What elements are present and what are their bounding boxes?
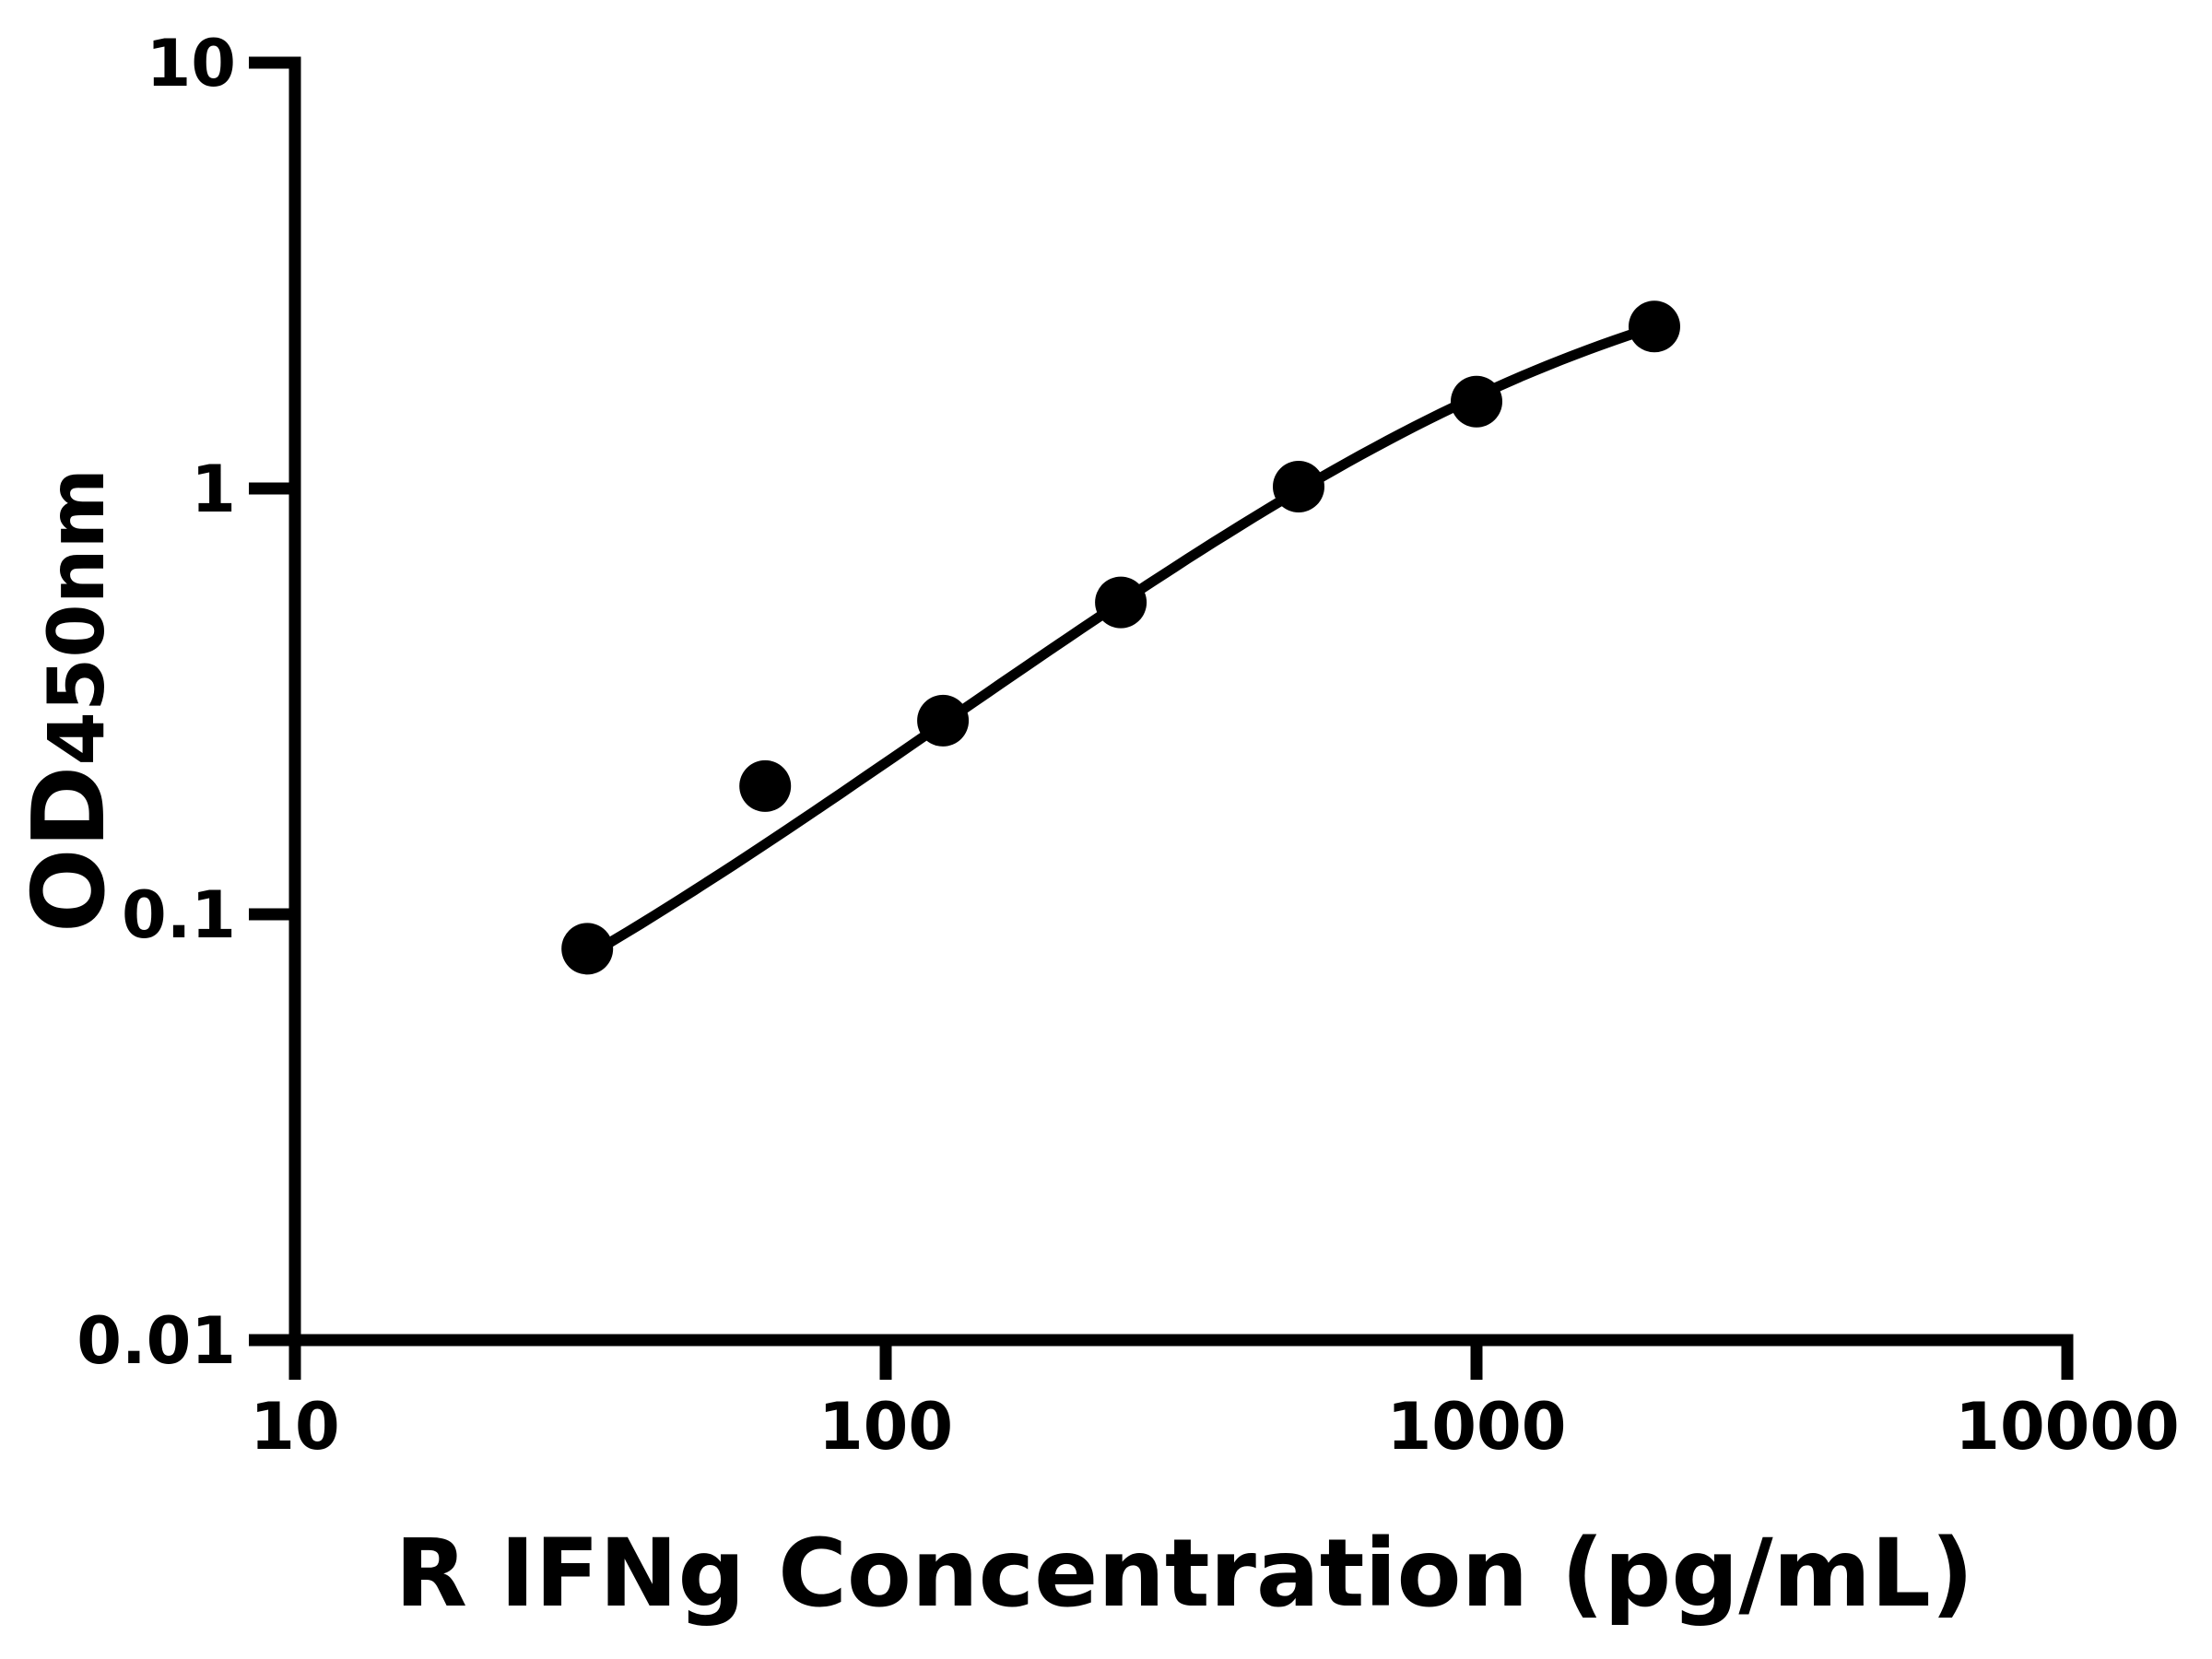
data-point xyxy=(917,694,970,747)
x-axis-tick-labels: 10 100 1000 10000 xyxy=(250,1389,2179,1465)
y-axis-title-main: OD xyxy=(12,766,127,933)
x-tick-label: 100 xyxy=(818,1389,953,1465)
y-tick-label: 0.1 xyxy=(122,877,236,953)
y-axis-title: OD450nm xyxy=(12,468,127,933)
data-point xyxy=(1095,576,1147,629)
y-tick-label: 10 xyxy=(147,26,236,101)
y-axis-title-sub: 450nm xyxy=(31,468,122,766)
data-point xyxy=(1629,300,1680,353)
data-point xyxy=(1451,375,1502,428)
fit-curve xyxy=(582,322,1660,961)
axis-spines xyxy=(288,56,2074,1347)
y-tick-label: 0.01 xyxy=(76,1303,236,1379)
data-point xyxy=(1273,461,1324,512)
data-point xyxy=(739,759,792,812)
data-point xyxy=(561,923,614,975)
data-points xyxy=(561,300,1680,975)
y-axis-tick-labels: 10 1 0.1 0.01 xyxy=(76,26,236,1379)
y-tick-label: 1 xyxy=(191,452,236,527)
x-tick-label: 10000 xyxy=(1955,1389,2180,1465)
x-axis-ticks xyxy=(288,1334,2074,1380)
x-tick-label: 10 xyxy=(250,1389,339,1465)
axes: 10 1 0.1 0.01 10 100 1000 10000 xyxy=(76,26,2179,1465)
x-axis-title: R IFNg Concentration (pg/mL) xyxy=(395,1519,1974,1629)
x-tick-label: 1000 xyxy=(1387,1389,1567,1465)
